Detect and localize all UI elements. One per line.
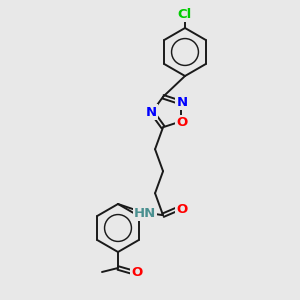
Text: O: O: [176, 116, 188, 129]
Text: N: N: [176, 96, 188, 109]
Text: Cl: Cl: [178, 8, 192, 20]
Text: O: O: [131, 266, 142, 278]
Text: HN: HN: [134, 207, 156, 220]
Text: O: O: [176, 203, 188, 216]
Text: N: N: [146, 106, 157, 118]
